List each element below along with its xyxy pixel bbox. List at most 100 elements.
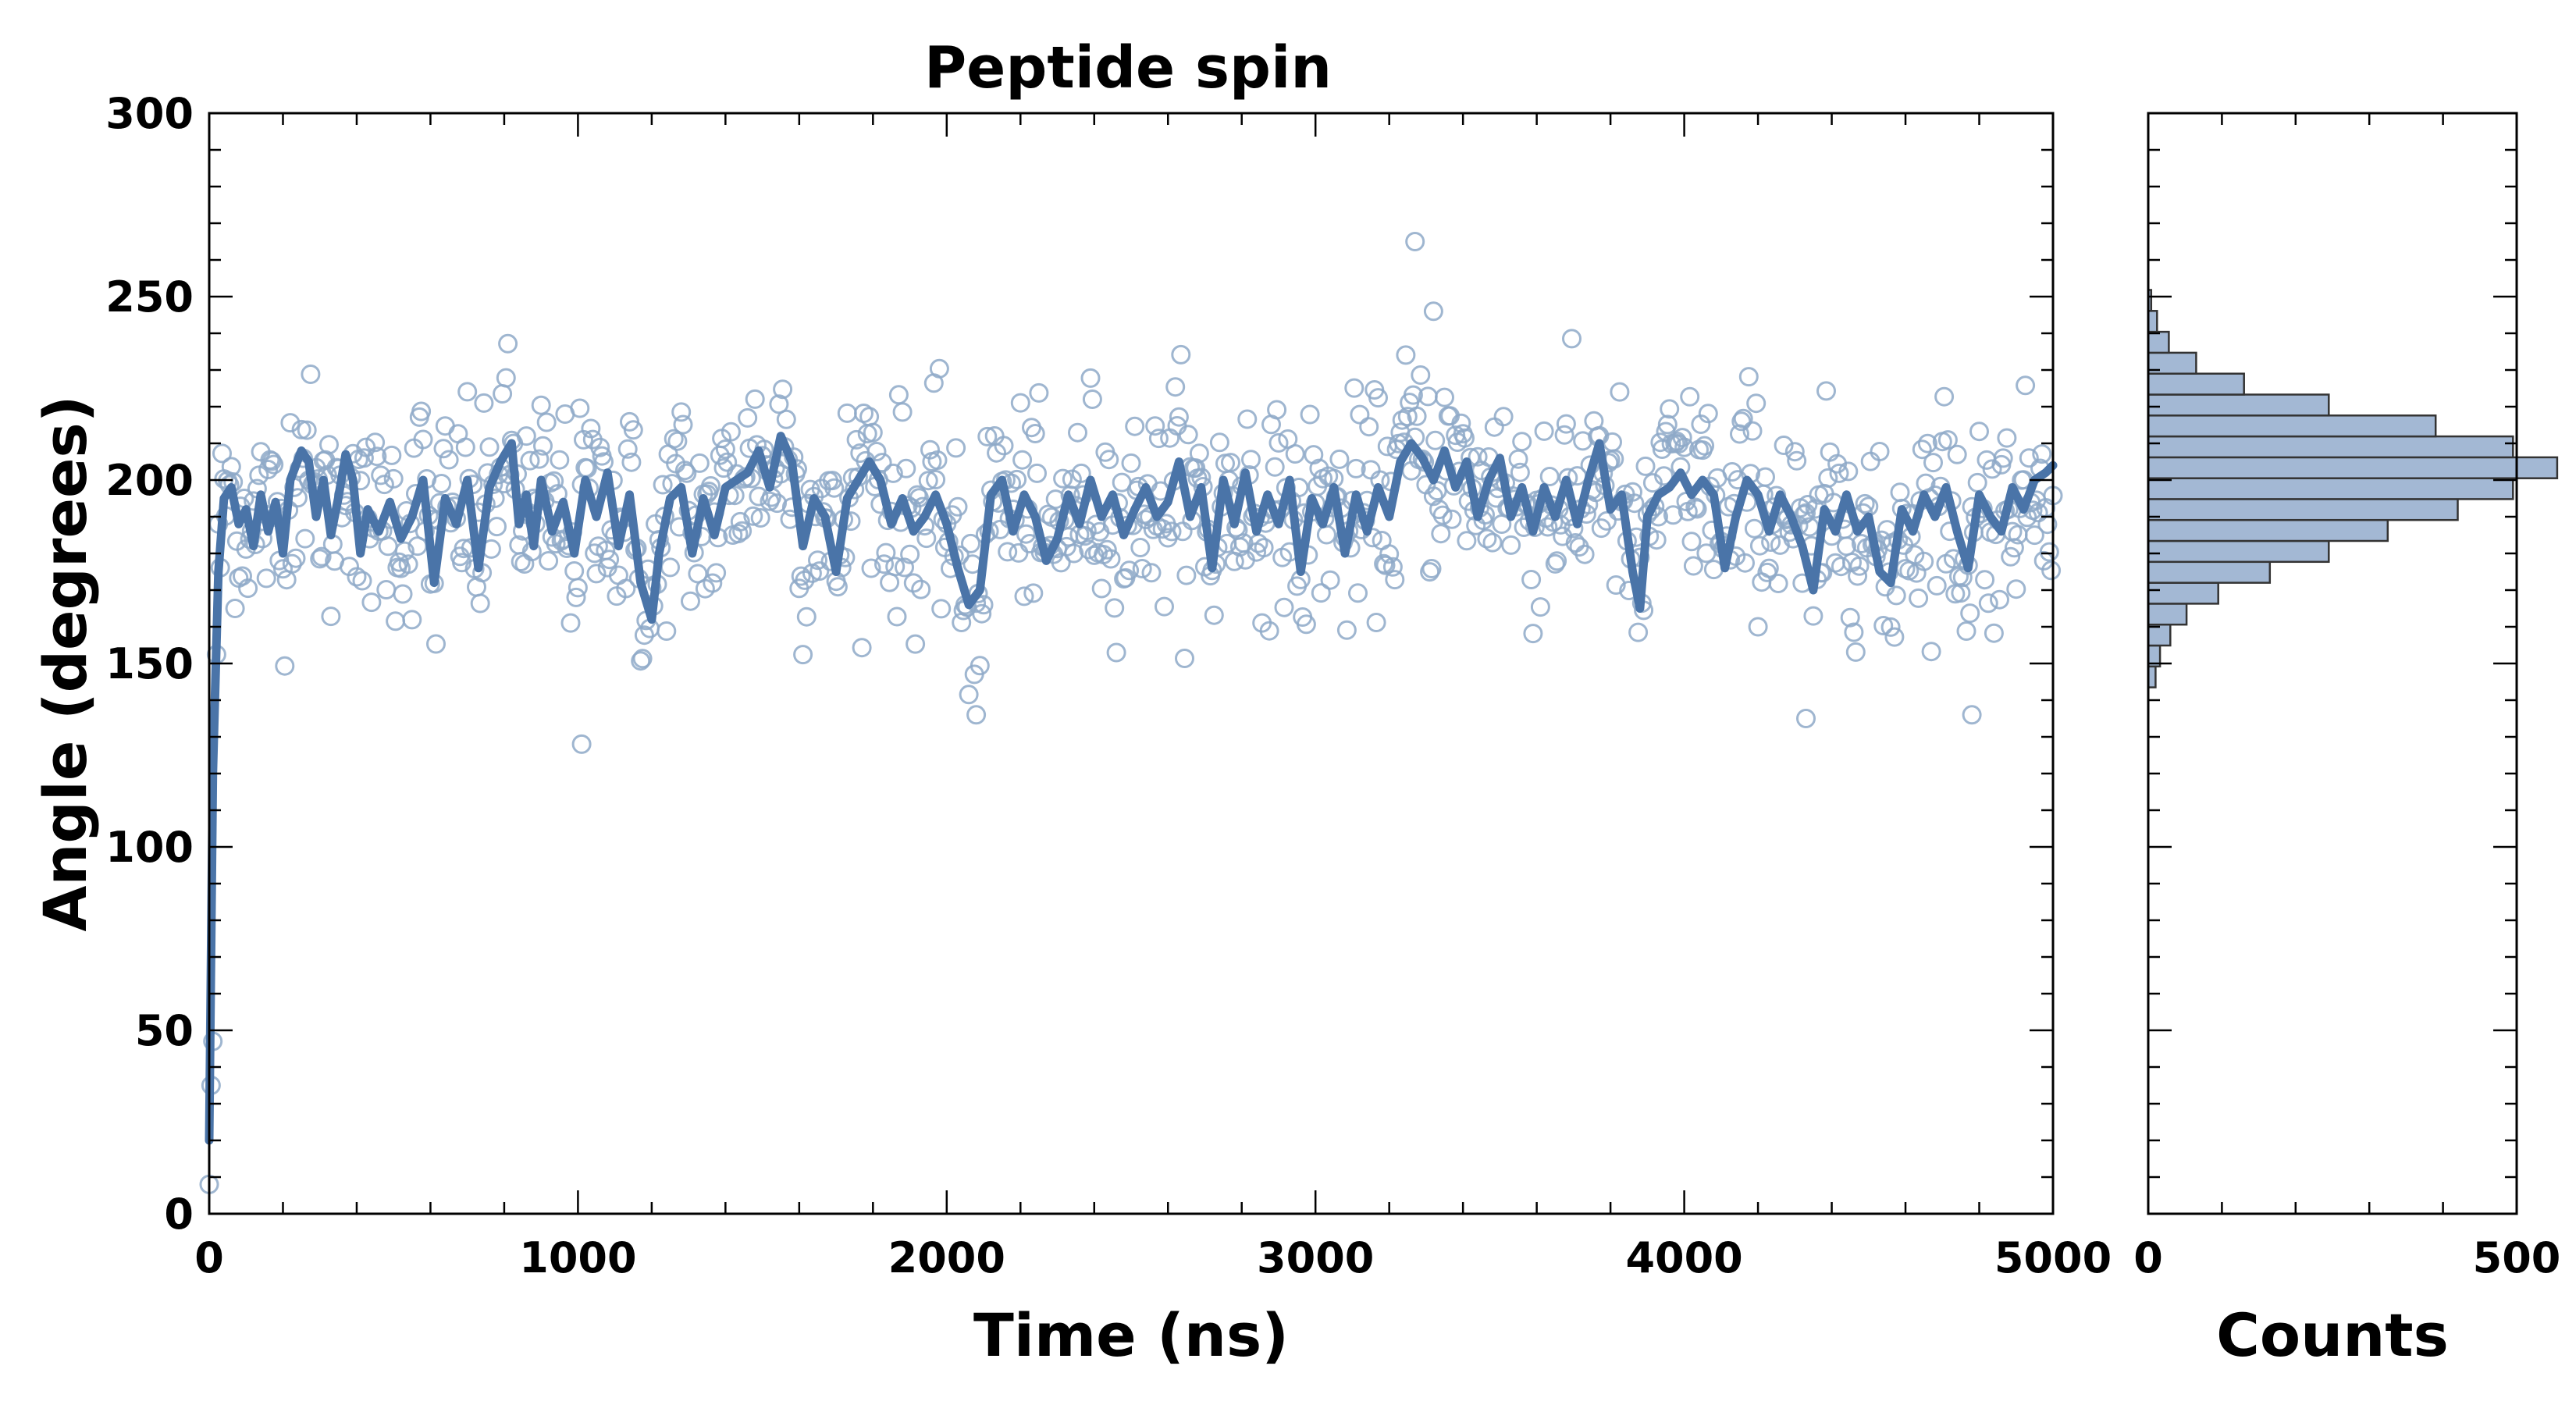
scatter-point [959,685,979,705]
scatter-point [1064,543,1084,564]
histogram-x-axis-label: Counts [2216,1300,2449,1370]
main-plot: 0 1000 2000 3000 4000 5000050100150200250300 … [30,89,2112,1370]
scatter-point [876,542,896,563]
scatter-point [1493,407,1514,427]
scatter-point [2019,448,2039,468]
scatter-point [671,402,692,422]
scatter-point [1654,466,1674,486]
scatter-point [1774,436,1794,455]
scatter-point [347,567,367,587]
scatter-point [426,634,446,654]
scatter-point [1796,709,1816,728]
y-tick-label: 0 [164,1190,194,1239]
scatter-point [474,393,494,413]
scatter-point [973,595,994,615]
scatter-point [310,549,330,569]
scatter-point [1997,428,2017,448]
scatter-point [673,414,693,435]
scatter-point [906,634,926,654]
scatter-point [594,452,614,472]
scatter-point [1501,535,1521,555]
scatter-point [590,437,610,457]
scatter-point [1385,570,1405,590]
scatter-point [1010,393,1030,413]
x-tick-label: 1000 [519,1233,636,1282]
scatter-point [1816,381,1836,401]
histogram-bar [2147,498,2459,521]
scatter-point [961,533,980,553]
scatter-point [1012,450,1033,470]
scatter-point [1175,649,1194,668]
scatter-point [1993,448,2013,468]
scatter-point [2024,525,2044,546]
scatter-point [539,551,559,571]
scatter-point [2004,538,2024,558]
histogram-bar [2147,372,2245,396]
scatter-point [1423,301,1443,322]
scatter-point [286,548,306,568]
scatter-point [1545,553,1565,574]
scatter-point [1606,575,1626,595]
scatter-point [1695,436,1715,456]
scatter-point [1884,627,1905,647]
histogram-bar [2147,351,2197,375]
scatter-point [1268,432,1289,453]
running-average-line [205,432,2058,1145]
scatter-point [1845,642,1866,662]
scatter-point [280,413,301,433]
scatter-point [793,645,813,665]
scatter-point [1731,411,1752,432]
scatter-point [732,521,753,541]
scatter-point [1300,404,1320,425]
scatter-point [1267,400,1287,420]
scatter-point [536,412,557,432]
scatter-point [1311,583,1331,603]
scatter-point [1350,404,1370,425]
scatter-point [1412,449,1432,469]
scatter-point [352,571,372,591]
scatter-point [1849,556,1870,576]
scatter-point [887,606,907,627]
scatter-point [1097,539,1117,560]
scatter-point [531,395,551,415]
scatter-point [1178,425,1198,445]
scatter-point [1082,389,1102,409]
scatter-point [1451,413,1471,433]
scatter-point [1259,621,1279,641]
scatter-point [212,443,232,464]
scatter-point [1431,524,1451,544]
scatter-point [1125,416,1145,436]
scatter-point [745,389,765,409]
scatter-point [1023,583,1044,603]
scatter-point [931,599,952,619]
scatter-point [1285,444,1305,464]
scatter-point [653,475,673,495]
histogram-bar [2147,560,2272,584]
scatter-point [1101,549,1121,569]
scatter-point [1937,430,1958,450]
scatter-point [1683,556,1703,576]
scatter-point [457,382,478,402]
histogram-plot: 0 500 Counts [2133,112,2560,1370]
scatter-point [1382,557,1403,577]
scatter-point [1265,457,1285,477]
scatter-point [749,486,769,507]
scatter-point [1468,446,1488,467]
scatter-point [1685,497,1706,518]
histogram-bar [2147,393,2330,417]
scatter-point [371,465,391,486]
scatter-point [311,546,332,567]
scatter-point [1189,443,1209,464]
scatter-point [1362,528,1382,548]
scatter-point [1176,565,1197,585]
scatter-point [1512,432,1532,452]
scatter-point [738,407,758,428]
scatter-point [1756,467,1775,487]
scatter-point [1796,503,1816,523]
scatter-point [966,705,987,725]
scatter-point [728,524,749,544]
scatter-point [1840,607,1860,628]
scatter-point [1411,365,1431,385]
scatter-point [1071,463,1091,483]
